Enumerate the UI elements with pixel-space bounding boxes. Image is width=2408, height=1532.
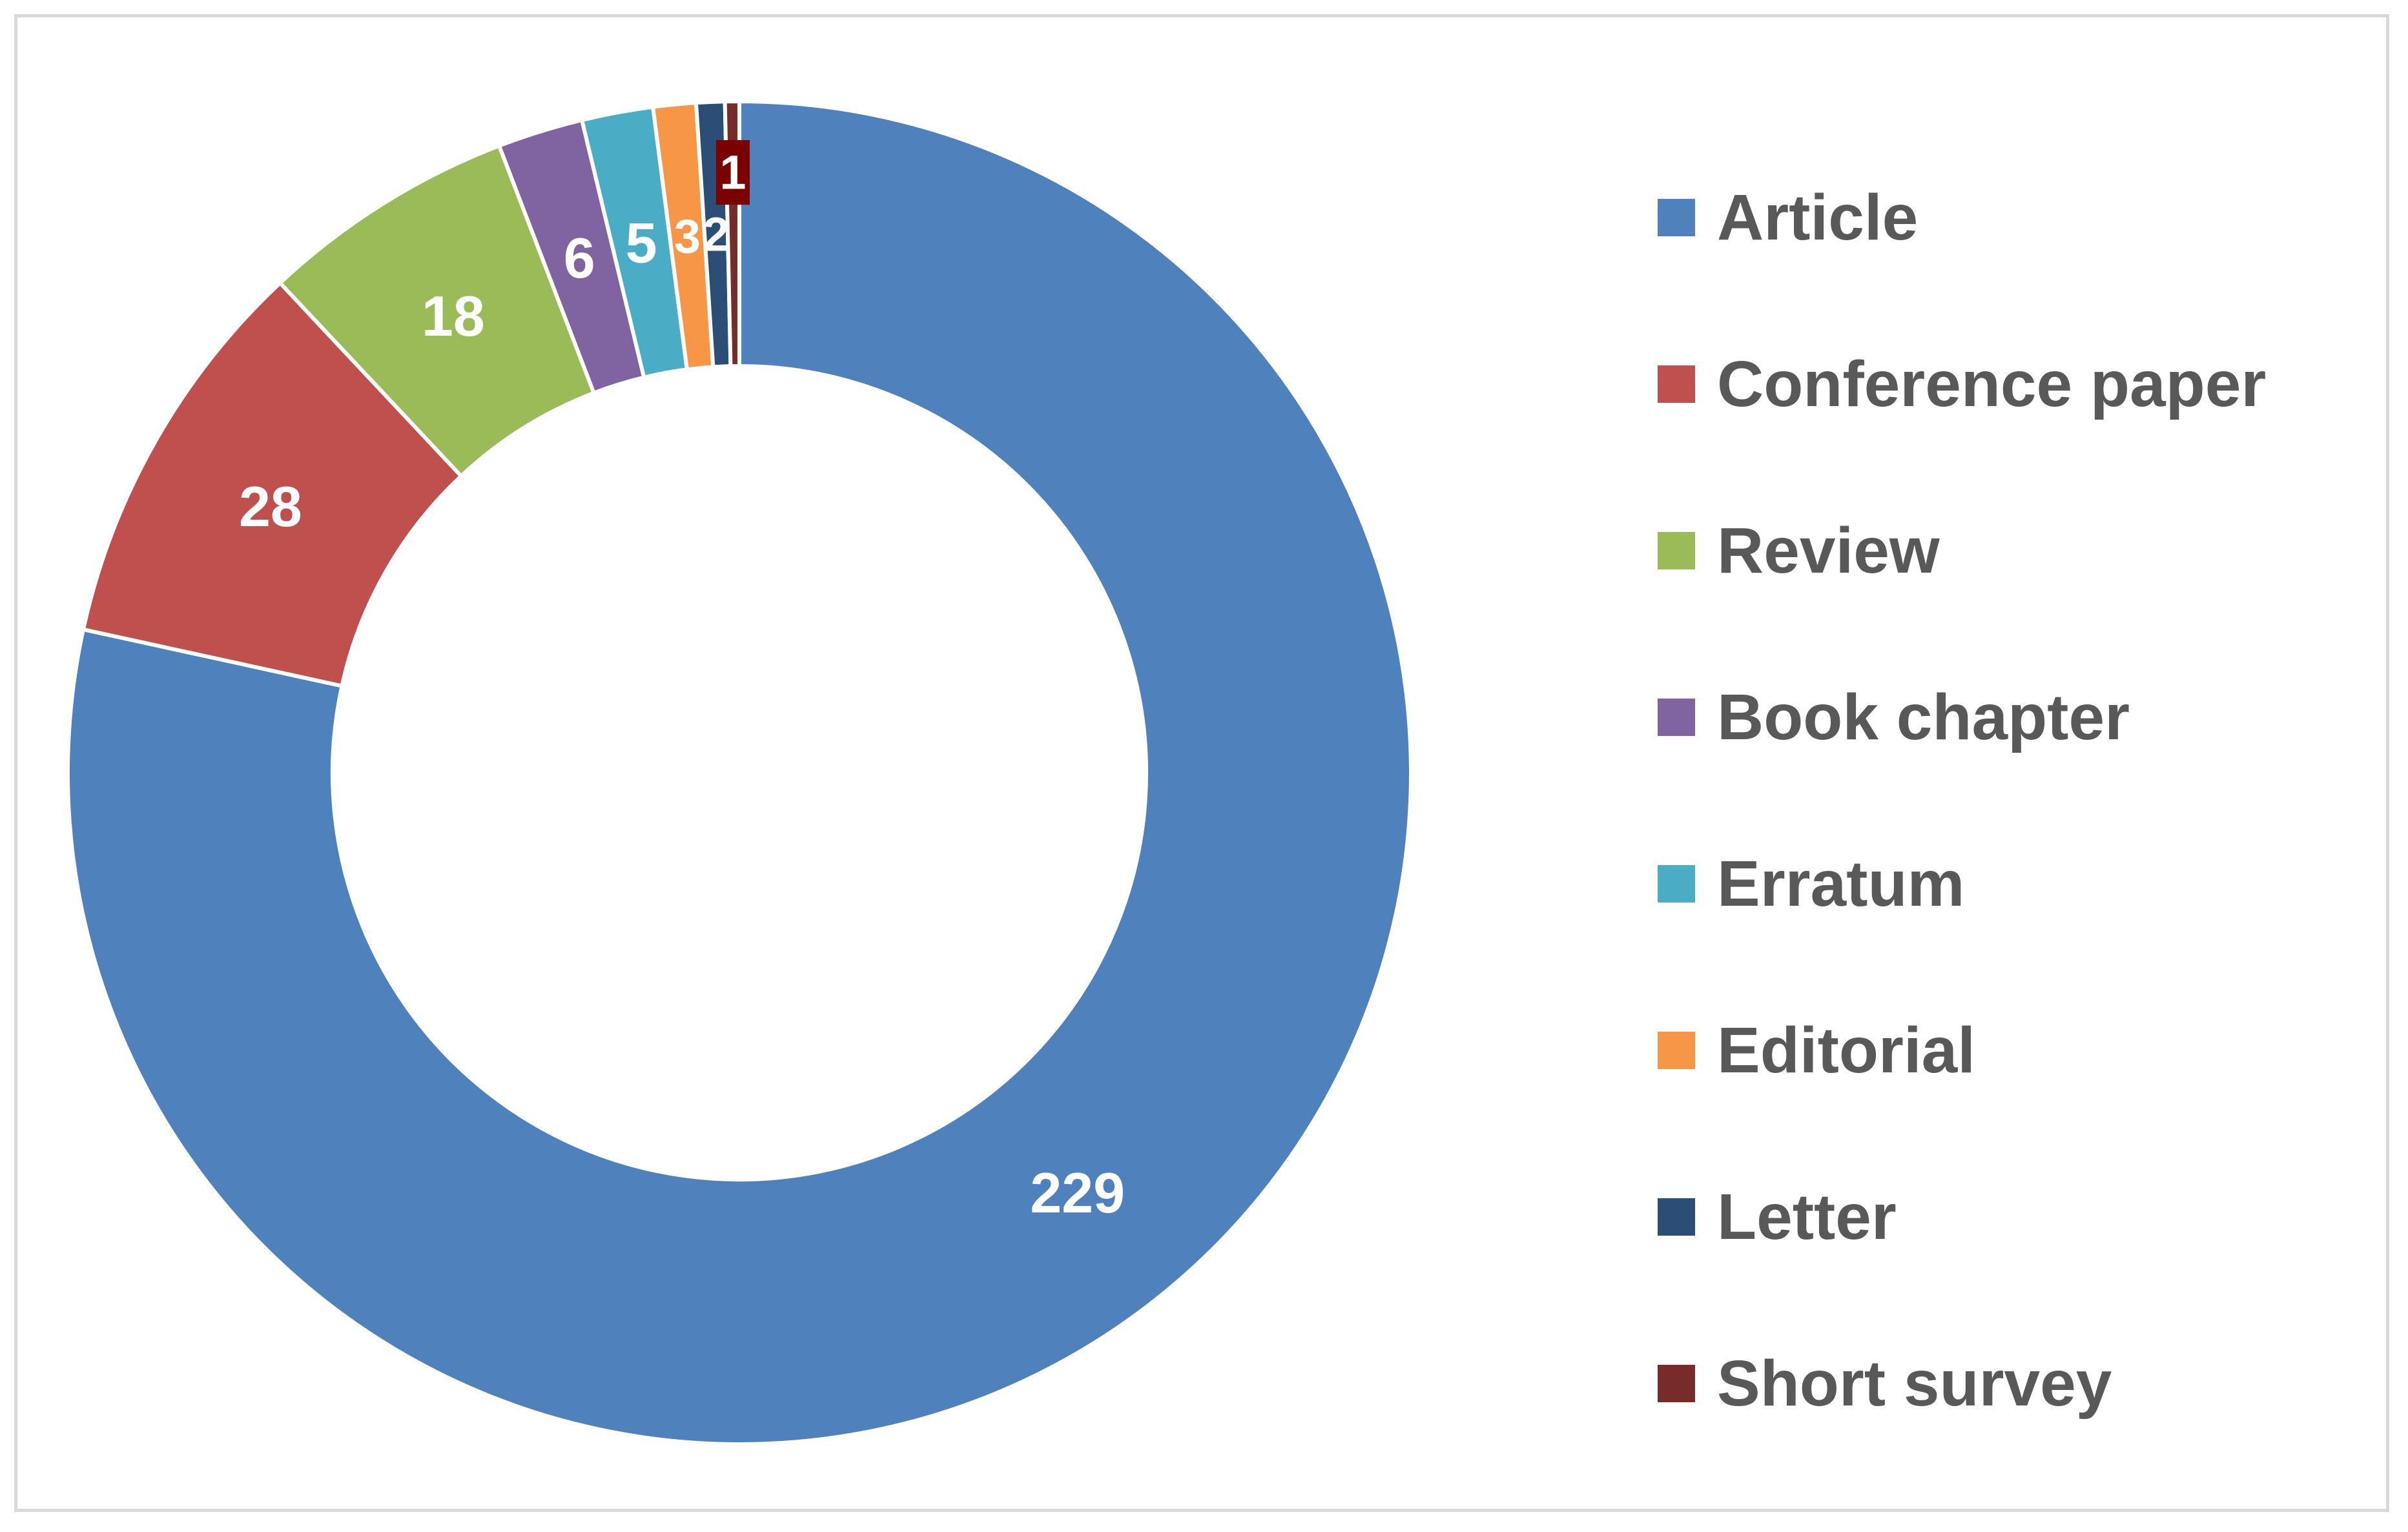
legend-label-letter: Letter: [1717, 1181, 1897, 1253]
legend-swatch-review: [1658, 532, 1695, 569]
chart-frame: 229 28 18 6 5 3 2 1 Article Conference paper Re…: [14, 14, 2389, 1512]
legend-label-short-survey: Short survey: [1717, 1347, 2112, 1420]
legend-item-article: Article: [1658, 185, 1918, 250]
legend-item-short-survey: Short survey: [1658, 1351, 2112, 1416]
legend-item-erratum: Erratum: [1658, 852, 1964, 916]
legend-item-letter: Letter: [1658, 1185, 1897, 1249]
data-label-conference-paper: 28: [239, 475, 302, 538]
legend-label-review: Review: [1717, 515, 1940, 587]
slice-article: [66, 99, 1413, 1446]
donut-data-labels: 229 28 18 6 5 3 2 1: [239, 140, 1125, 1225]
legend-swatch-erratum: [1658, 865, 1695, 903]
legend-label-article: Article: [1717, 181, 1919, 254]
slice-conference-paper: [81, 280, 464, 689]
data-label-editorial: 3: [674, 209, 701, 263]
legend-item-book-chapter: Book chapter: [1658, 685, 2130, 750]
data-label-book-chapter: 6: [564, 226, 595, 290]
legend-swatch-letter: [1658, 1198, 1695, 1236]
legend-item-editorial: Editorial: [1658, 1018, 1975, 1083]
legend-swatch-editorial: [1658, 1032, 1695, 1069]
legend-label-editorial: Editorial: [1717, 1014, 1976, 1087]
data-label-letter: 2: [703, 207, 729, 261]
legend-swatch-article: [1658, 199, 1695, 236]
legend-label-conference-paper: Conference paper: [1717, 348, 2267, 420]
legend-swatch-conference-paper: [1658, 365, 1695, 403]
legend-item-conference-paper: Conference paper: [1658, 352, 2266, 416]
data-label-erratum: 5: [626, 210, 657, 274]
legend-swatch-short-survey: [1658, 1365, 1695, 1402]
data-label-article: 229: [1030, 1161, 1125, 1225]
donut-chart: 229 28 18 6 5 3 2 1: [66, 99, 1413, 1446]
legend-label-book-chapter: Book chapter: [1717, 681, 2130, 753]
data-label-box-short-survey: [715, 140, 750, 205]
legend-item-review: Review: [1658, 518, 1940, 583]
data-label-short-survey: 1: [719, 146, 746, 199]
data-label-review: 18: [422, 284, 485, 348]
legend-label-erratum: Erratum: [1717, 848, 1965, 920]
legend-swatch-book-chapter: [1658, 699, 1695, 736]
donut-slices: [66, 99, 1413, 1446]
